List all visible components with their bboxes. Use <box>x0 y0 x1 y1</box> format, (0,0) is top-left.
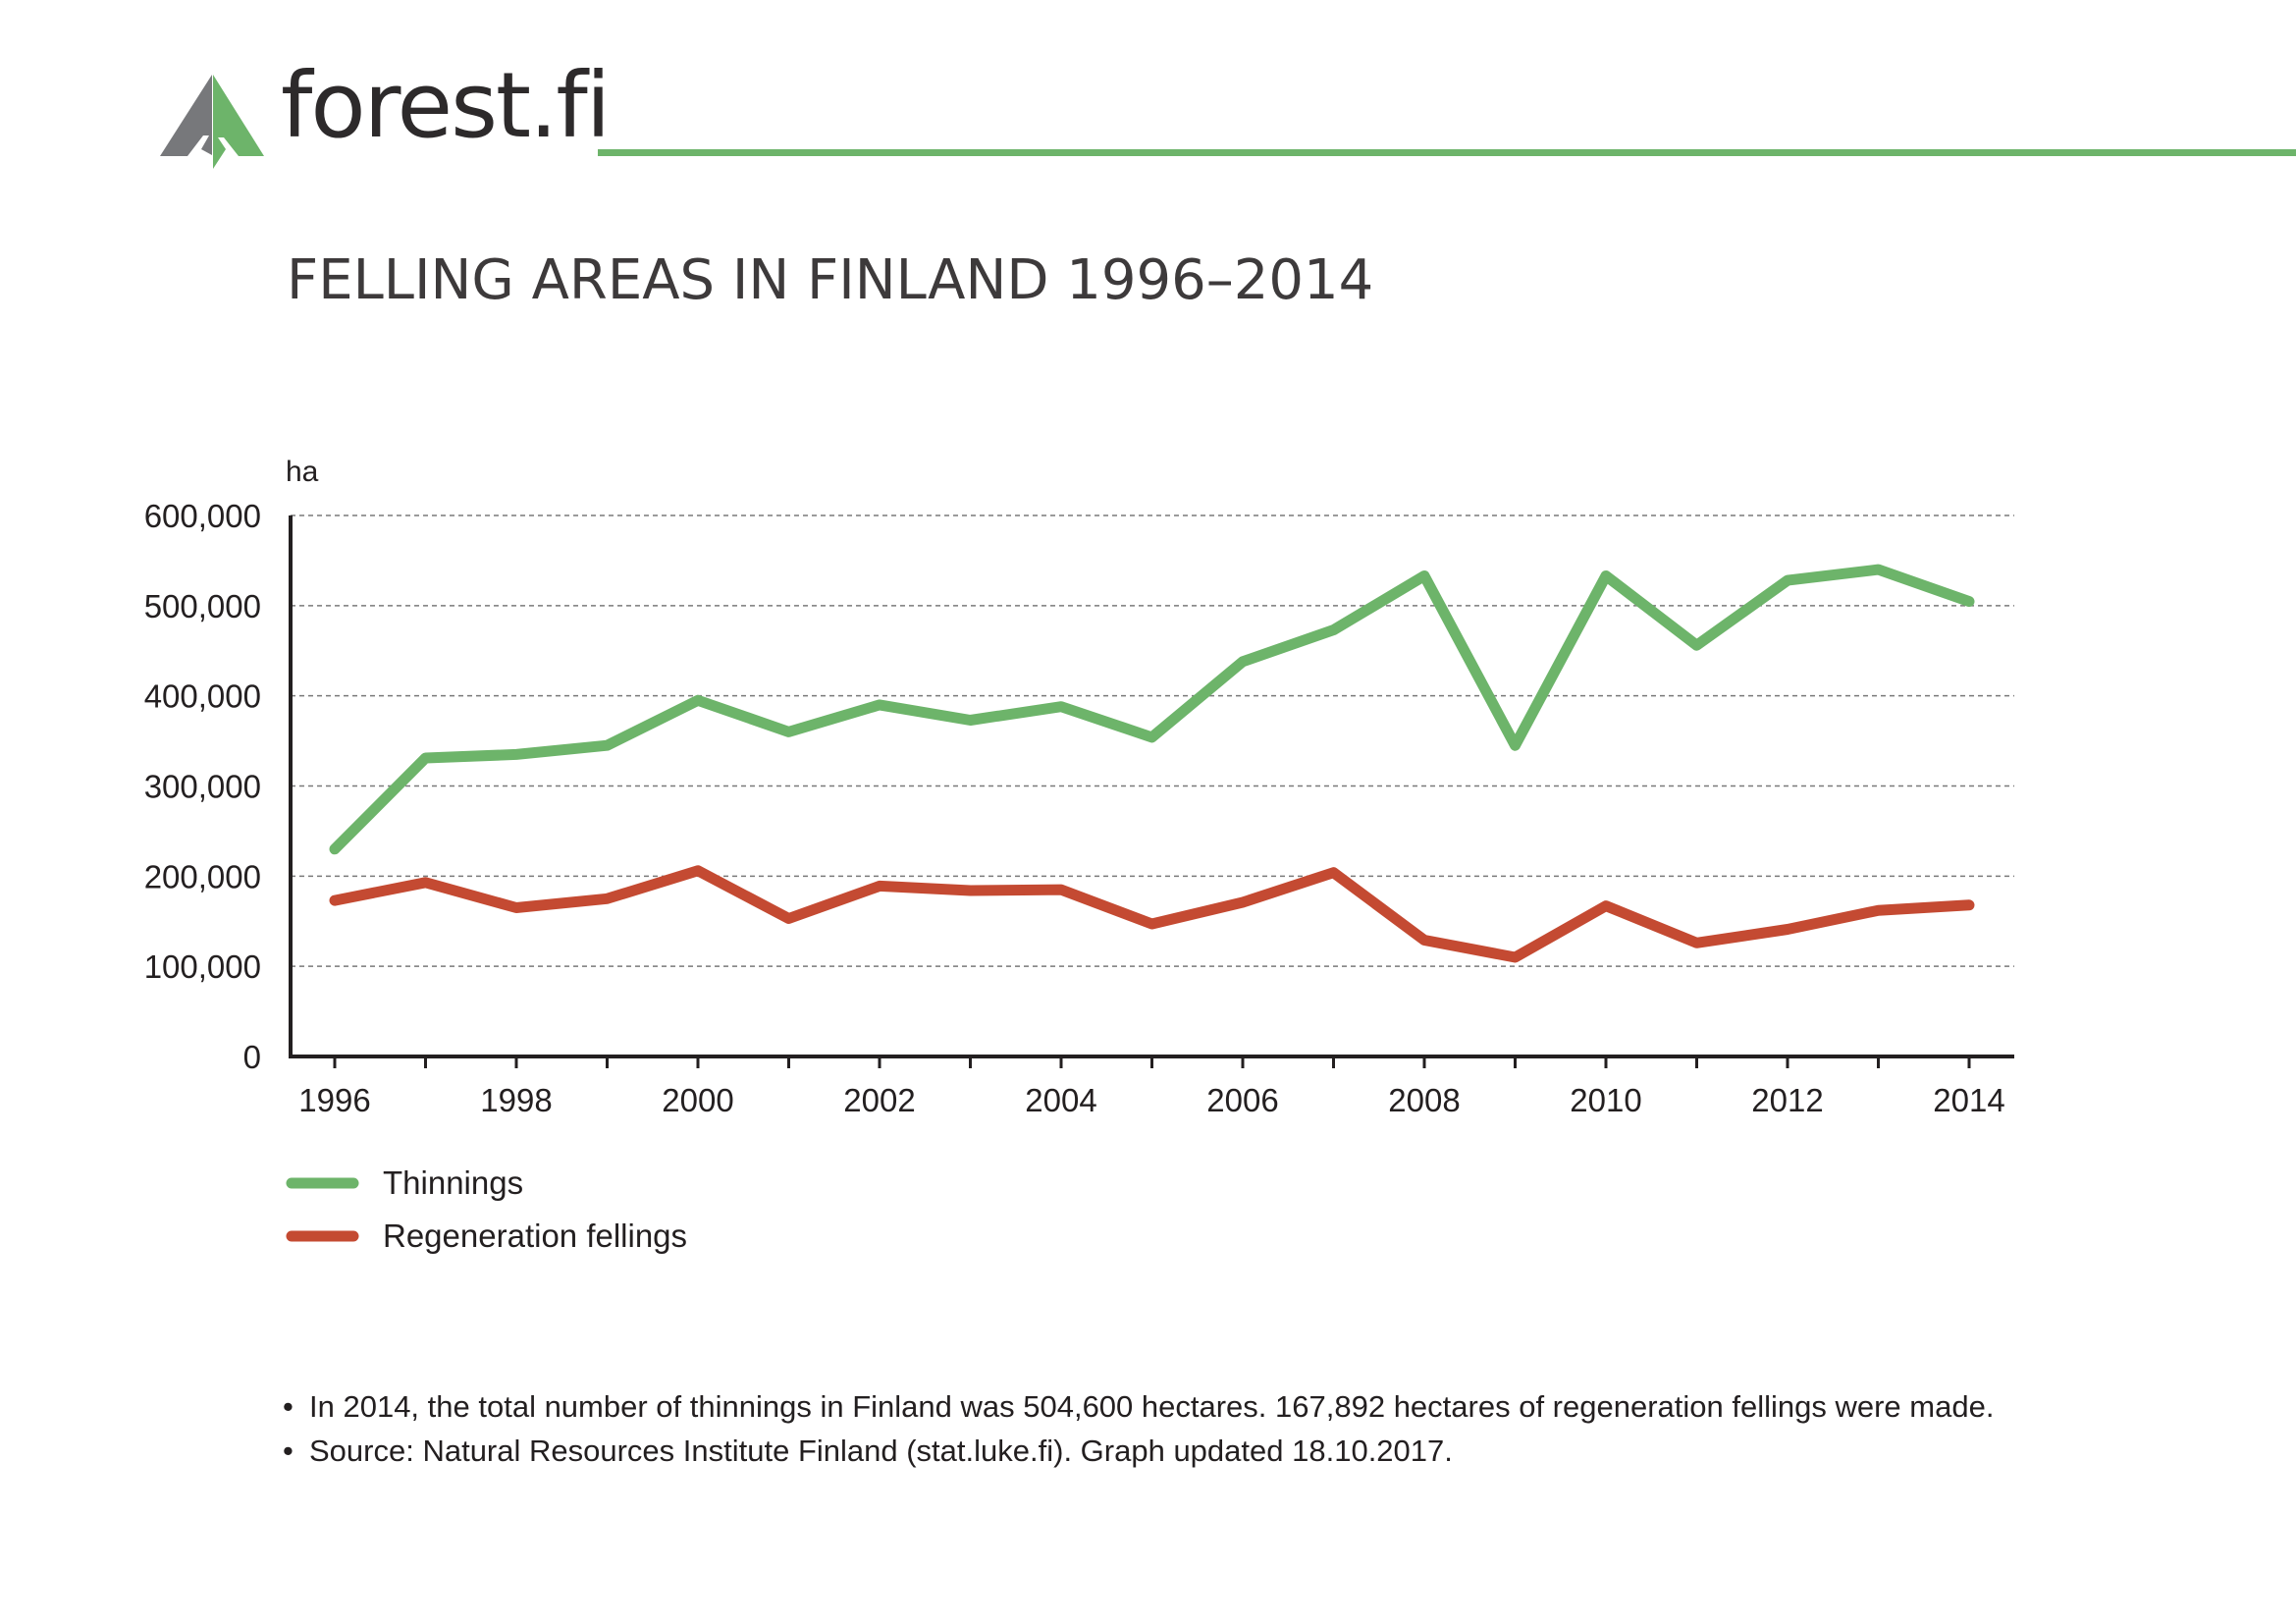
x-tick-label: 2014 <box>1933 1082 2004 1118</box>
x-tick-label: 2002 <box>843 1082 915 1118</box>
brand-name: forest.fi <box>281 53 611 158</box>
chart-title: FELLING AREAS IN FINLAND 1996–2014 <box>287 248 1374 312</box>
x-tick-label: 1996 <box>298 1082 370 1118</box>
header-divider <box>598 149 2296 156</box>
legend-label: Regeneration fellings <box>383 1218 687 1254</box>
y-tick-label: 600,000 <box>144 498 261 534</box>
bullet-icon: • <box>283 1389 294 1424</box>
bullet-icon: • <box>283 1434 294 1468</box>
x-tick-label: 1998 <box>480 1082 552 1118</box>
x-tick-label: 2012 <box>1751 1082 1823 1118</box>
y-tick-label: 200,000 <box>144 858 261 894</box>
series-line <box>329 564 1975 855</box>
legend-label: Thinnings <box>383 1164 523 1201</box>
y-tick-label: 300,000 <box>144 769 261 805</box>
y-tick-label: 500,000 <box>144 588 261 624</box>
note-text: Source: Natural Resources Institute Finl… <box>309 1434 1453 1468</box>
forest-fi-tree-logo-icon <box>160 75 264 169</box>
x-tick-label: 2000 <box>662 1082 733 1118</box>
y-tick-label: 400,000 <box>144 678 261 715</box>
x-tick-label: 2010 <box>1570 1082 1641 1118</box>
x-tick-label: 2008 <box>1388 1082 1460 1118</box>
note-item: • Source: Natural Resources Institute Fin… <box>283 1429 1994 1473</box>
y-axis-label: ha <box>286 456 319 488</box>
x-tick-label: 2006 <box>1206 1082 1278 1118</box>
note-item: • In 2014, the total number of thinnings … <box>283 1384 1994 1429</box>
note-text: In 2014, the total number of thinnings i… <box>309 1389 1995 1424</box>
y-tick-label: 100,000 <box>144 948 261 985</box>
y-tick-label: 0 <box>243 1039 261 1075</box>
chart-notes: • In 2014, the total number of thinnings … <box>283 1384 1994 1473</box>
x-tick-label: 2004 <box>1025 1082 1096 1118</box>
series-line <box>329 865 1975 963</box>
